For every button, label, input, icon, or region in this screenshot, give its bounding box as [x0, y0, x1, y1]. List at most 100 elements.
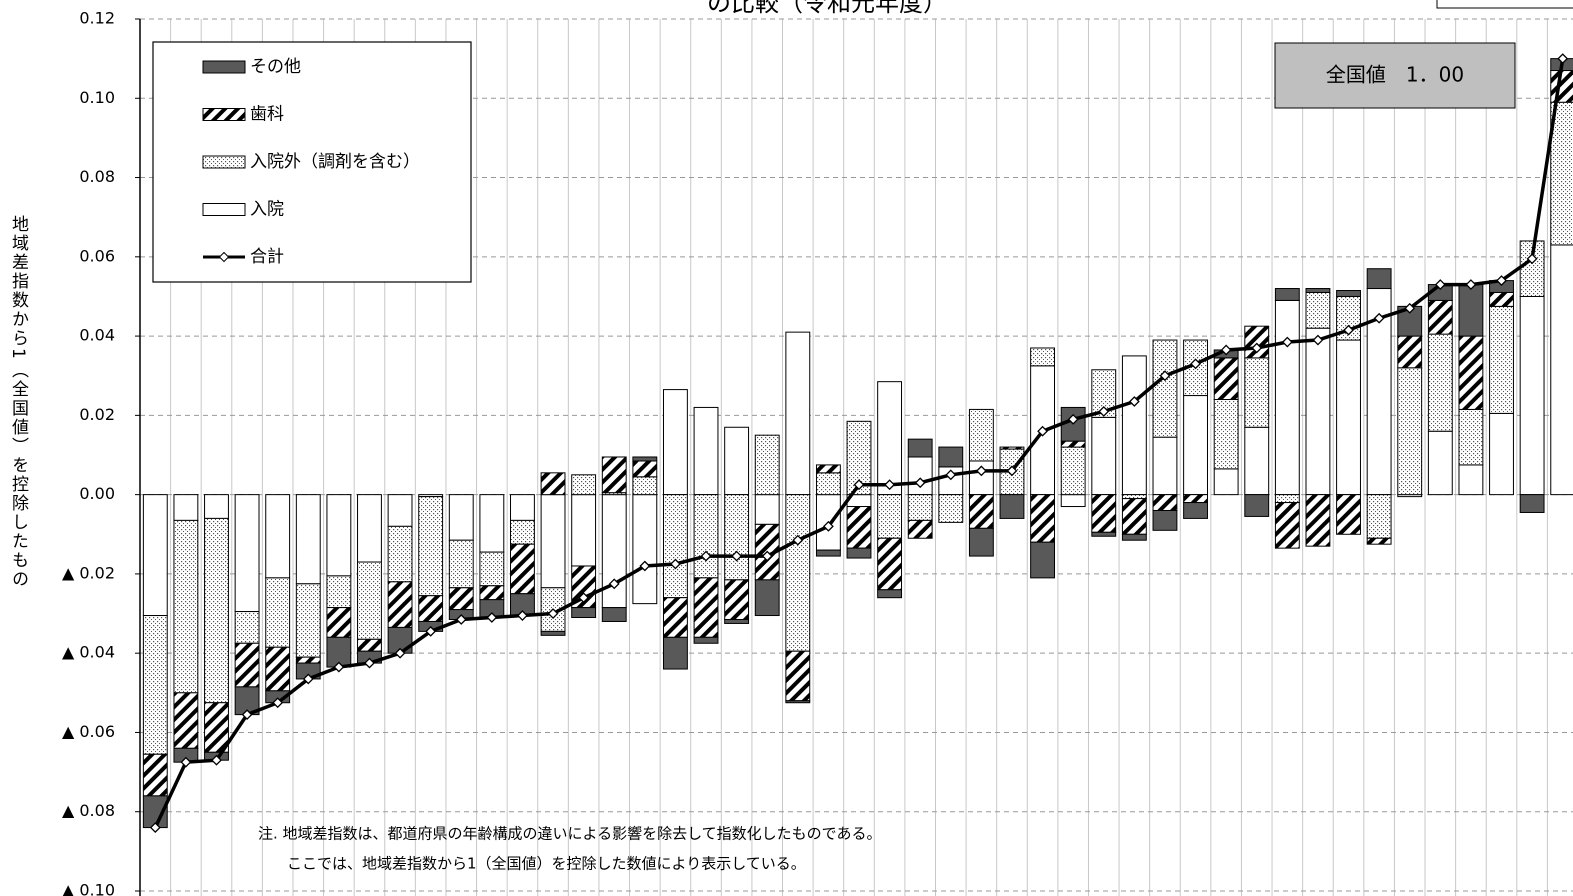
legend-swatch: [202, 155, 246, 169]
bar-segment: [1213, 357, 1239, 401]
bar-segment: [1121, 498, 1147, 535]
total-marker: [792, 534, 804, 546]
bar-segment: [815, 472, 841, 496]
bar-segment: [632, 456, 658, 462]
total-marker: [547, 608, 559, 619]
bar-segment: [234, 494, 260, 613]
bar-segment: [1030, 347, 1056, 367]
bar-segment: [815, 464, 841, 474]
bar-segment: [1121, 355, 1147, 496]
bar-segment: [418, 595, 444, 622]
bar-segment: [1305, 327, 1331, 496]
total-marker: [1465, 279, 1477, 290]
total-marker: [1557, 53, 1569, 65]
bar-segment: [1274, 494, 1300, 504]
bar-segment: [265, 494, 291, 579]
bar-segment: [1366, 494, 1392, 539]
total-marker: [394, 647, 406, 659]
bar-segment: [1060, 446, 1086, 496]
bar-segment: [1091, 531, 1117, 537]
total-marker: [1312, 334, 1324, 346]
total-marker: [364, 657, 375, 669]
bar-segment: [1427, 333, 1453, 432]
bar-segment: [234, 642, 260, 688]
total-marker: [302, 673, 314, 685]
total-marker: [455, 614, 467, 625]
bar-segment: [448, 587, 474, 611]
total-marker: [1526, 253, 1538, 265]
bar-segment: [571, 474, 597, 496]
total-marker: [945, 469, 957, 481]
total-marker: [1006, 465, 1018, 477]
bar-segment: [1183, 395, 1208, 496]
bar-segment: [204, 517, 229, 704]
bar-segment: [938, 494, 964, 523]
legend-label: その他: [250, 57, 301, 77]
bar-segment: [601, 494, 627, 609]
total-marker: [1373, 312, 1385, 324]
bar-segment: [754, 434, 780, 496]
bar-segment: [1244, 426, 1270, 496]
bar-segment: [601, 456, 627, 494]
bar-segment: [632, 460, 658, 478]
bar-segment: [265, 577, 291, 648]
bar-segment: [1244, 357, 1270, 428]
bar-segment: [1489, 305, 1514, 414]
bar-segment: [479, 585, 505, 601]
total-marker: [1251, 342, 1263, 354]
bar-segment: [1274, 502, 1300, 549]
legend-marker: [218, 251, 230, 263]
bar-segment: [1152, 436, 1178, 496]
total-marker: [608, 578, 620, 590]
bar-segment: [877, 381, 903, 496]
bar-segment: [785, 331, 811, 496]
bar-segment: [999, 446, 1025, 450]
total-marker: [425, 625, 437, 637]
bar-segment: [540, 494, 566, 589]
bar-segment: [968, 527, 994, 557]
bar-segment: [1458, 284, 1484, 337]
bar-segment: [1183, 502, 1208, 519]
bar-segment: [326, 607, 352, 638]
bar-segment: [1121, 533, 1147, 541]
bar-segment: [418, 496, 444, 597]
total-marker: [180, 756, 192, 768]
bar-segment: [754, 579, 780, 617]
bar-segment: [173, 692, 199, 749]
cropped-box: [1436, 0, 1573, 9]
legend-label: 歯科: [250, 105, 284, 125]
bar-segment: [1183, 494, 1208, 504]
bar-segment: [724, 579, 750, 620]
y-tick-label: 0.10: [79, 88, 115, 107]
total-marker: [700, 550, 712, 562]
total-marker: [1159, 370, 1171, 382]
bar-segment: [724, 618, 750, 624]
total-marker: [211, 754, 222, 766]
bar-segment: [571, 494, 597, 567]
total-marker: [333, 661, 345, 673]
total-marker: [1037, 425, 1048, 437]
legend-swatch: [202, 60, 246, 74]
total-marker: [1067, 413, 1079, 425]
bar-segment: [204, 494, 229, 519]
bar-segment: [1213, 399, 1239, 470]
bar-segment: [907, 456, 933, 496]
total-marker: [272, 697, 284, 709]
bar-segment: [1274, 299, 1300, 496]
total-marker: [670, 558, 681, 570]
bar-segment: [1366, 268, 1392, 290]
bar-segment: [999, 494, 1025, 519]
bar-segment: [938, 446, 964, 468]
bar-segment: [540, 630, 566, 636]
bar-segment: [1244, 494, 1270, 517]
total-marker: [975, 465, 987, 477]
bar-segment: [448, 494, 474, 541]
bar-segment: [754, 494, 780, 525]
bar-segment: [907, 438, 933, 458]
bar-segment: [1489, 291, 1514, 307]
total-marker: [914, 477, 926, 489]
note: 注. 地域差指数は、都道府県の年齢構成の違いによる影響を除去して指数化したもので…: [258, 825, 882, 843]
bar-segment: [1427, 430, 1453, 496]
